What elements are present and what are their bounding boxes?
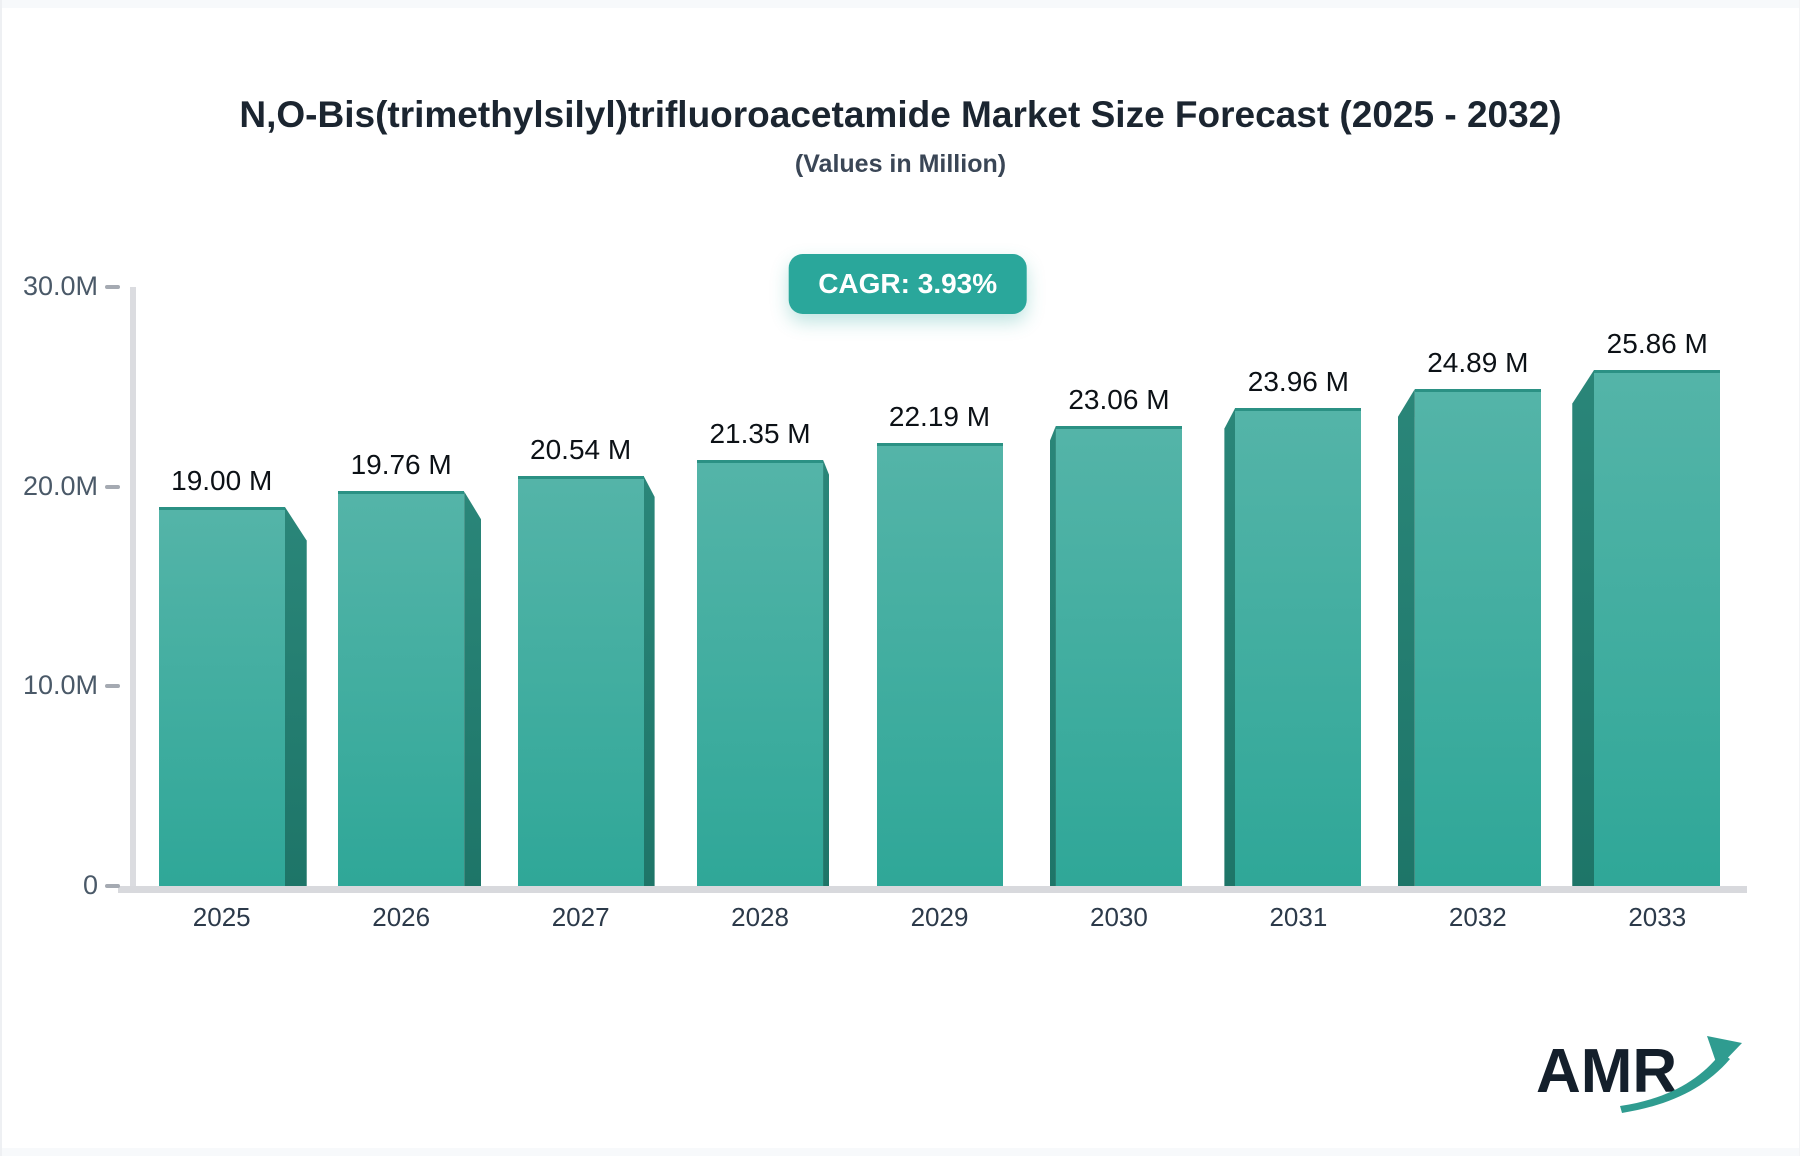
bar (338, 491, 465, 886)
bar-3d-side (1572, 369, 1595, 886)
bar-value-label: 24.89 M (1427, 347, 1529, 379)
x-axis-category-label: 2030 (1090, 902, 1148, 932)
x-axis-category-label: 2033 (1628, 902, 1687, 932)
bar-3d-side (643, 475, 655, 886)
x-axis-category-label: 2029 (910, 902, 969, 932)
y-axis-tick-label: 20.0M (22, 470, 98, 501)
bar-value-label: 20.54 M (530, 433, 632, 465)
y-axis-tick-label: 0 (82, 870, 98, 900)
bar-3d-side (1049, 425, 1056, 886)
bar (876, 442, 1003, 886)
x-axis-category-label: 2027 (551, 902, 610, 932)
x-axis-category-label: 2032 (1448, 902, 1507, 932)
bar-value-label: 25.86 M (1606, 327, 1708, 359)
bar (697, 459, 824, 886)
top-edge-band (2, 0, 1799, 8)
y-axis-tick (105, 285, 120, 289)
chart-subtitle: (Values in Million) (794, 150, 1007, 178)
bar-value-label: 19.76 M (350, 449, 452, 481)
bar-3d-side (284, 506, 307, 886)
bar-3d-side (1397, 389, 1415, 886)
cagr-badge: CAGR: 3.93% (788, 254, 1028, 314)
chart-title: N,O-Bis(trimethylsilyl)trifluoroacetamid… (239, 94, 1562, 135)
y-axis-tick-label: 30.0M (22, 271, 98, 301)
y-axis-tick (105, 884, 120, 888)
y-axis-line (130, 287, 136, 886)
bar (1594, 369, 1721, 886)
bar-3d-side (823, 459, 830, 886)
y-axis-tick (105, 684, 120, 689)
bar (517, 475, 644, 886)
bar (1235, 407, 1362, 886)
amr-logo-arrowhead-icon (1707, 1036, 1742, 1068)
y-axis-tick-label: 10.0M (22, 670, 98, 701)
x-axis-line (118, 886, 1747, 893)
bottom-edge-band (2, 1148, 1799, 1156)
bar-value-label: 23.96 M (1247, 365, 1349, 397)
amr-logo-text: AMR (1536, 1037, 1677, 1106)
x-axis-category-label: 2025 (192, 902, 251, 932)
bar (1414, 389, 1541, 886)
bar-value-label: 22.19 M (888, 400, 991, 432)
y-axis-tick (105, 484, 120, 489)
x-axis-category-label: 2026 (372, 902, 431, 932)
bar (1055, 425, 1182, 886)
bar-3d-side (464, 491, 482, 886)
bar-value-label: 23.06 M (1068, 383, 1170, 415)
x-axis-category-label: 2028 (731, 902, 789, 932)
x-axis-category-label: 2031 (1269, 902, 1328, 932)
amr-logo: AMR (1536, 1036, 1742, 1113)
bar-value-label: 21.35 M (709, 417, 811, 449)
bar (158, 506, 285, 886)
bar-3d-side (1224, 407, 1236, 886)
bar-value-label: 19.00 M (171, 464, 273, 496)
